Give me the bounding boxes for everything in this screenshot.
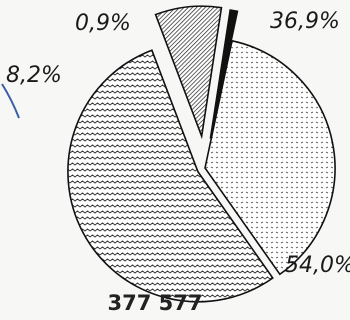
- total-label: 377 577: [108, 291, 203, 315]
- slice-label-1: 36,9%: [270, 9, 340, 34]
- pie-slice-2: [67, 49, 274, 303]
- pie-slice-4: [209, 9, 239, 139]
- labels-layer: 36,9% 54,0% 8,2% 0,9%: [6, 9, 350, 278]
- pie-slice-1: [204, 39, 336, 276]
- slice-label-4: 0,9%: [75, 11, 131, 36]
- blue-pen-stroke: [1, 83, 20, 119]
- slices-layer: [67, 5, 336, 303]
- slice-label-3: 8,2%: [6, 63, 62, 88]
- pie-slice-3: [154, 5, 223, 140]
- slice-label-2: 54,0%: [285, 253, 350, 278]
